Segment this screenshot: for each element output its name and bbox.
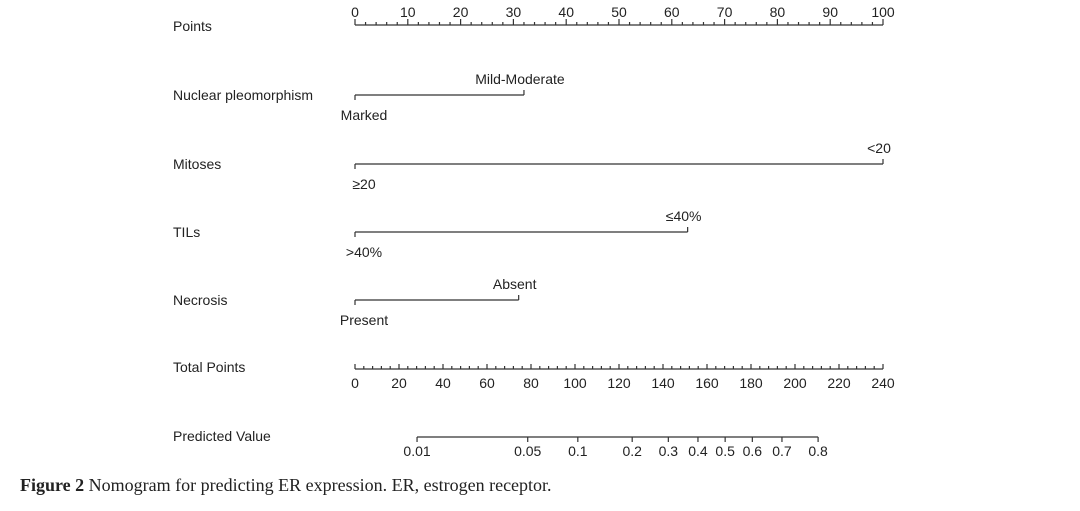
level-label: ≤40% <box>666 208 702 224</box>
variable-label: Nuclear pleomorphism <box>173 87 313 103</box>
variable-label: Mitoses <box>173 156 221 172</box>
points-axis-label: Points <box>173 18 212 34</box>
total-points-tick-label: 20 <box>391 375 407 391</box>
total-points-tick-label: 180 <box>739 375 763 391</box>
points-tick-label: 30 <box>506 4 522 20</box>
predicted-value-label: Predicted Value <box>173 428 271 444</box>
predicted-value-tick-label: 0.2 <box>622 443 642 459</box>
total-points-tick-label: 200 <box>783 375 807 391</box>
level-label: Absent <box>493 276 537 292</box>
variable-label: Necrosis <box>173 292 227 308</box>
total-points-tick-label: 60 <box>479 375 495 391</box>
total-points-tick-label: 40 <box>435 375 451 391</box>
predicted-value-tick-label: 0.5 <box>715 443 735 459</box>
total-points-tick-label: 240 <box>871 375 895 391</box>
predicted-value-tick-label: 0.4 <box>688 443 708 459</box>
points-tick-label: 10 <box>400 4 416 20</box>
variable-label: TILs <box>173 224 200 240</box>
level-label: >40% <box>346 244 382 260</box>
predicted-value-tick-label: 0.6 <box>743 443 763 459</box>
nomogram: Points 0 10 20 30 40 50 60 70 80 90 100 Nuclear pleo… <box>173 4 895 459</box>
predicted-value-tick-label: 0.8 <box>808 443 828 459</box>
points-tick-label: 60 <box>664 4 680 20</box>
total-points-tick-label: 80 <box>523 375 539 391</box>
caption-text: Nomogram for predicting ER expression. E… <box>84 475 552 495</box>
points-tick-label: 70 <box>717 4 733 20</box>
predicted-value-tick-label: 0.1 <box>568 443 588 459</box>
points-tick-label: 80 <box>770 4 786 20</box>
total-points-tick-label: 140 <box>651 375 675 391</box>
points-tick-label: 50 <box>611 4 627 20</box>
caption-label: Figure 2 <box>20 475 85 495</box>
predicted-value-tick-label: 0.7 <box>772 443 792 459</box>
points-tick-label: 90 <box>822 4 838 20</box>
predicted-value-tick-label: 0.05 <box>514 443 541 459</box>
predicted-value-tick-label: 0.01 <box>403 443 430 459</box>
total-points-tick-label: 220 <box>827 375 851 391</box>
points-tick-label: 0 <box>351 4 359 20</box>
predicted-value-tick-label: 0.3 <box>659 443 679 459</box>
level-label: <20 <box>867 140 891 156</box>
points-tick-label: 40 <box>558 4 574 20</box>
level-label: Present <box>340 312 388 328</box>
total-points-tick-label: 0 <box>351 375 359 391</box>
total-points-tick-label: 120 <box>607 375 631 391</box>
points-tick-label: 20 <box>453 4 469 20</box>
total-points-tick-label: 100 <box>563 375 587 391</box>
level-label: Marked <box>341 107 388 123</box>
figure-caption: Figure 2 Nomogram for predicting ER expr… <box>20 475 552 496</box>
total-points-label: Total Points <box>173 359 245 375</box>
total-points-tick-label: 160 <box>695 375 719 391</box>
points-tick-label: 100 <box>871 4 895 20</box>
level-label: Mild-Moderate <box>475 71 565 87</box>
level-label: ≥20 <box>352 176 375 192</box>
